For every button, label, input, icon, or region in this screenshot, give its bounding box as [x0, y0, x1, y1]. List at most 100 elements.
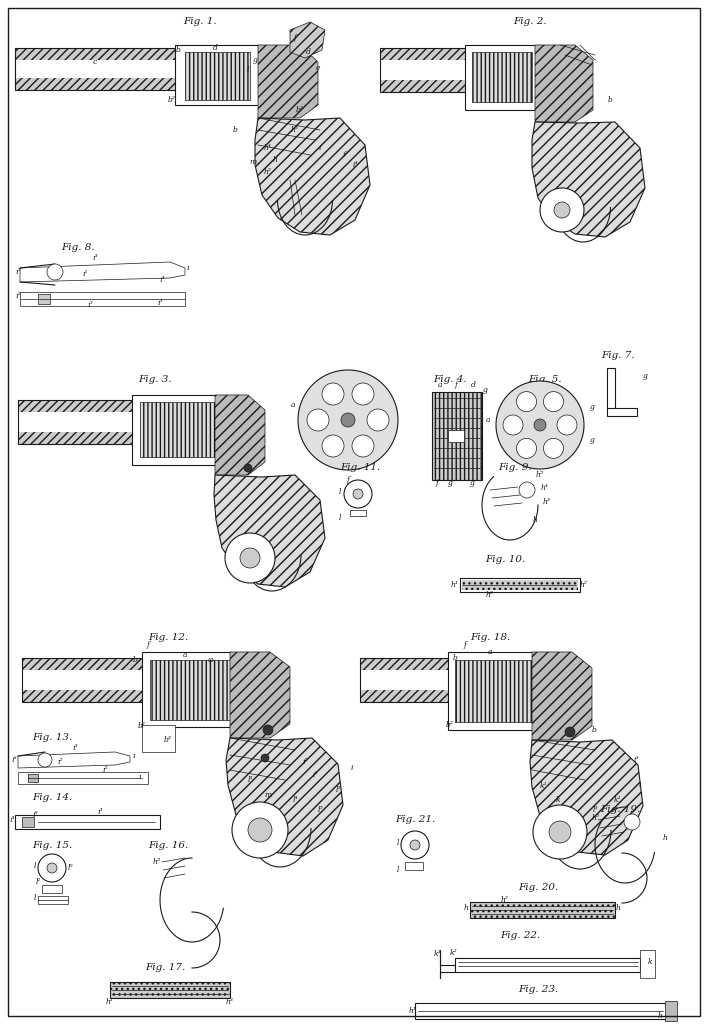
Bar [462, 580, 578, 590]
Text: Fig. 2.: Fig. 2. [513, 17, 547, 27]
Circle shape [503, 415, 523, 435]
Text: ı²: ı² [102, 766, 108, 774]
Text: ı³: ı³ [92, 254, 98, 262]
Text: b²: b² [168, 96, 176, 104]
Text: Fig. 8.: Fig. 8. [61, 244, 95, 253]
Bar [132, 395, 247, 465]
Text: ı³: ı³ [157, 299, 163, 307]
Text: g: g [483, 386, 487, 394]
Text: h: h [464, 904, 469, 912]
Circle shape [322, 383, 344, 406]
Circle shape [410, 840, 420, 850]
Text: Fig. 17.: Fig. 17. [145, 964, 185, 973]
Bar [22, 658, 172, 702]
Circle shape [549, 821, 571, 843]
Text: Fig. 20.: Fig. 20. [518, 884, 558, 893]
Bar [448, 430, 464, 442]
Text: l: l [338, 488, 341, 496]
Bar [455, 958, 640, 972]
Text: h³: h³ [543, 498, 551, 506]
Text: Fig. 14.: Fig. 14. [32, 794, 72, 803]
Text: i: i [350, 764, 353, 772]
Text: k: k [648, 958, 652, 966]
Bar [15, 48, 210, 90]
Bar [110, 982, 230, 998]
Text: f: f [147, 641, 149, 649]
Text: h⁴: h⁴ [264, 144, 272, 152]
Text: g: g [643, 372, 647, 380]
Polygon shape [530, 740, 643, 855]
Text: Fig. 18.: Fig. 18. [470, 634, 510, 642]
Bar [18, 772, 148, 784]
Bar [22, 817, 34, 827]
Bar [607, 368, 615, 410]
Bar [20, 292, 185, 306]
Circle shape [367, 409, 389, 431]
Circle shape [38, 854, 66, 882]
Polygon shape [440, 950, 455, 978]
Text: l: l [338, 514, 341, 522]
Text: l⁴: l⁴ [292, 796, 298, 804]
Text: g: g [590, 436, 595, 444]
Bar [607, 408, 637, 416]
Bar [42, 885, 62, 893]
Text: ı¹: ı¹ [82, 270, 88, 278]
Bar [18, 400, 158, 412]
Text: l³: l³ [593, 806, 598, 814]
Text: f: f [294, 34, 297, 42]
Text: d: d [471, 381, 476, 389]
Bar [448, 652, 568, 730]
Text: i³: i³ [633, 756, 639, 764]
Circle shape [540, 188, 584, 232]
Bar [470, 902, 615, 918]
Text: k³: k³ [433, 950, 441, 958]
Polygon shape [290, 22, 325, 58]
Text: l: l [247, 66, 249, 74]
Text: h: h [663, 834, 668, 842]
Polygon shape [230, 652, 290, 738]
Text: c: c [93, 58, 97, 66]
Polygon shape [532, 652, 592, 740]
Bar [15, 78, 210, 90]
Text: a: a [291, 401, 295, 409]
Circle shape [38, 753, 52, 767]
Text: h³: h³ [291, 126, 299, 134]
Polygon shape [255, 118, 370, 234]
Circle shape [341, 413, 355, 427]
Text: h⁴: h⁴ [541, 484, 549, 492]
Text: Fig. 10.: Fig. 10. [485, 555, 525, 564]
Text: a: a [486, 416, 490, 424]
Text: Fig. 16.: Fig. 16. [148, 841, 188, 850]
Bar [22, 690, 172, 702]
Text: Fig. 7.: Fig. 7. [601, 350, 635, 359]
Polygon shape [20, 262, 185, 282]
Bar [380, 48, 490, 92]
Bar [415, 1002, 675, 1019]
Circle shape [624, 814, 640, 830]
Text: h: h [658, 1012, 663, 1020]
Text: b: b [607, 96, 612, 104]
Text: l: l [396, 866, 399, 874]
Text: h¹: h¹ [409, 1007, 417, 1015]
Text: l³: l³ [247, 776, 253, 784]
Bar [18, 412, 158, 432]
Text: ı⁴: ı⁴ [159, 276, 165, 284]
Text: h²: h² [580, 581, 588, 589]
Polygon shape [226, 738, 343, 856]
Bar [185, 52, 250, 100]
Circle shape [263, 725, 273, 735]
Bar [465, 45, 555, 110]
Polygon shape [214, 475, 325, 587]
Bar [380, 80, 490, 92]
Text: ı²: ı² [57, 758, 63, 766]
Text: ı⁵: ı⁵ [16, 268, 21, 276]
Circle shape [47, 863, 57, 873]
Bar [380, 48, 490, 60]
Text: m: m [249, 158, 256, 166]
Text: Fig. 4.: Fig. 4. [433, 376, 467, 384]
Bar [142, 652, 267, 727]
Text: ı: ı [139, 773, 142, 781]
Text: f: f [455, 381, 457, 389]
Circle shape [240, 548, 260, 568]
Bar [665, 1001, 677, 1021]
